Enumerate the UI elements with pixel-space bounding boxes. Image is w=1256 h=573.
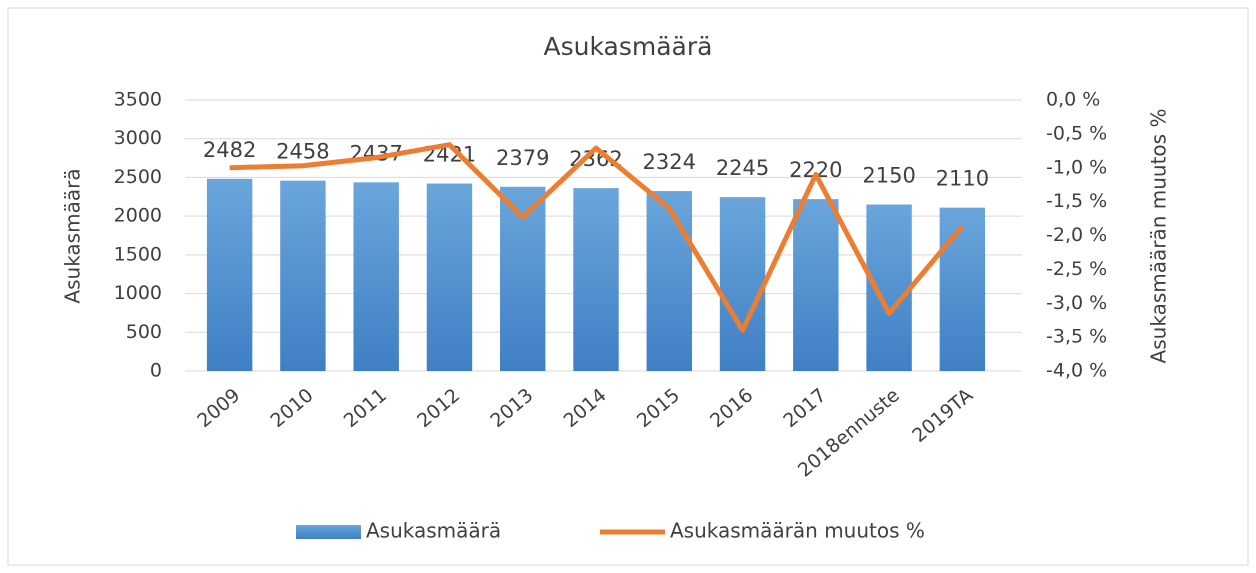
data-label: 2150 (862, 164, 915, 188)
y-tick-label: 0 (150, 360, 162, 382)
legend-swatch (296, 525, 361, 539)
data-label: 2110 (936, 167, 989, 191)
bar (280, 180, 326, 371)
y2-axis-title: Asukasmäärän muutos % (1147, 109, 1171, 364)
bar (573, 188, 619, 371)
y-tick-label: 2500 (114, 166, 162, 188)
line (229, 142, 965, 333)
y2-tick-label: -1,0 % (1046, 156, 1107, 178)
y2-tick-label: -4,0 % (1046, 360, 1107, 382)
legend-label: Asukasmäärä (366, 519, 501, 543)
y2-tick-label: -1,5 % (1046, 190, 1107, 212)
data-label: 2245 (716, 156, 769, 180)
y2-tick-label: -2,5 % (1046, 258, 1107, 280)
y-tick-label: 3500 (114, 89, 162, 111)
y2-tick-label: 0,0 % (1046, 89, 1100, 111)
bar (793, 199, 839, 371)
y2-tick-label: -3,5 % (1046, 326, 1107, 348)
y-axis-title: Asukasmäärä (61, 168, 85, 303)
bar (206, 178, 253, 371)
bar (426, 183, 473, 371)
y-tick-label: 1000 (114, 282, 162, 304)
data-label: 2379 (496, 146, 549, 170)
y2-tick-label: -0,5 % (1046, 122, 1107, 144)
bar (353, 182, 399, 371)
data-label: 2458 (276, 140, 329, 164)
bar (646, 191, 692, 371)
bar (719, 197, 766, 371)
y-tick-label: 1500 (114, 243, 162, 265)
y-tick-label: 500 (126, 321, 162, 343)
bar (939, 207, 986, 371)
y2-tick-label: -3,0 % (1046, 292, 1107, 314)
y-tick-label: 3000 (114, 127, 162, 149)
legend-label: Asukasmäärän muutos % (670, 519, 925, 543)
chart-title: Asukasmäärä (544, 32, 713, 61)
data-label: 2324 (643, 150, 696, 174)
data-label: 2482 (203, 138, 256, 162)
y-tick-label: 2000 (114, 205, 162, 227)
y2-tick-label: -2,0 % (1046, 224, 1107, 246)
